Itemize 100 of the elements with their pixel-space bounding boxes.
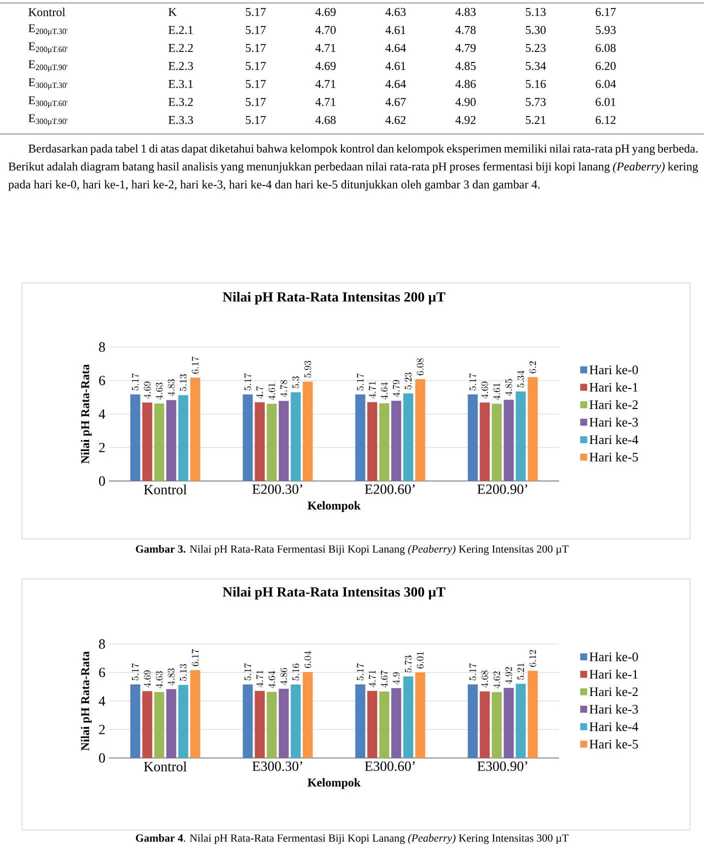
data-label: 4.9 [392,672,400,684]
bar [492,404,502,481]
text: Berdasarkan pada tabel 1 di atas dapat diketahui bahwa kelompok kontrol dan kelompok eksperimen memiliki nilai rata-rata pH yang berbeda. Berikut adalah diagram batang hasil analisis yang menunjukkan perbedaan nilai rata-rata pH proses fermentasi biji kopi lanang (Peaberry) kering pada hari ke-0, hari ke-1, hari ke-2, hari ke-3, hari ke-4 dan hari ke-5 ditunjukkan oleh gambar 3 dan gambar 4. [8,144,698,191]
data-label: 4.67 [380,670,388,688]
chart-title: Nilai pH Rata-Rata Intensitas 200 µT [222,292,446,304]
text: 5.16 [526,80,546,88]
y-tick-label: 6 [99,376,106,386]
data-label: 5.21 [517,663,524,680]
bar [528,377,538,481]
text: 4.90 [455,98,476,106]
text: 5.23 [526,44,546,52]
legend-label: Hari ke-3 [590,704,638,714]
data-label: 4.64 [380,382,388,400]
bar [516,684,526,758]
data-label: 4.61 [268,383,276,400]
bar [190,378,200,481]
text: E$_{300µT.30'}$ [28,78,68,90]
text: 5.13 [526,8,546,16]
x-tick-label: Kontrol [144,762,187,772]
y-tick-label: 6 [99,668,106,678]
data-label: 4.71 [368,670,376,688]
text: 4.61 [385,26,406,34]
text: E$_{200µT.90'}$ [28,60,68,72]
text: E$_{200µT.30'}$ [28,24,68,36]
data-label: 4.69 [144,670,151,688]
text: 6.17 [596,8,616,16]
text: 4.71 [315,44,336,52]
legend-label: Hari ke-1 [590,670,638,679]
text: E$_{200µT.60'}$ [28,42,68,54]
data-label: 4.69 [481,382,488,399]
y-tick-label: 2 [99,442,105,452]
y-tick-label: 4 [98,696,106,706]
bar [468,684,478,758]
legend-label: Hari ke-4 [590,722,638,732]
text: 6.08 [596,44,616,52]
x-axis-title: Kelompok [308,501,361,512]
text: 5.17 [246,44,266,52]
text: 4.86 [455,80,476,88]
data-label: 4.92 [505,667,512,684]
y-tick-label: 4 [98,409,106,419]
text: K [168,8,177,16]
text: E.2.3 [168,62,193,70]
x-tick-label: E300.60’ [364,762,415,771]
legend-label: Hari ke-2 [590,400,638,410]
text: E$_{300µT.60'}$ [28,96,68,108]
data-label: 4.63 [156,671,163,688]
bar [142,691,152,758]
y-tick-label: 2 [99,724,105,734]
data-label: 6.2 [529,361,536,374]
x-tick-label: E200.90’ [477,484,528,494]
data-label: 4.69 [144,382,151,399]
data-label: 5. 17 [132,663,139,680]
bar [379,403,390,481]
text: Kontrol [28,8,66,16]
bar [403,393,414,481]
y-axis-title: Nilai pH Rata-Rata [80,651,92,751]
bar [367,690,378,758]
y-tick-label: 0 [99,753,105,763]
bar [391,688,402,758]
bar [516,392,526,481]
bar [290,392,301,481]
text: 5.30 [526,26,546,34]
bar [403,676,414,758]
y-axis-title: Nilai pH Rata-Rata [80,364,92,464]
bar [379,691,390,758]
bar [415,672,426,758]
data-label: 4.61 [493,383,500,400]
data-label: 5.73 [404,656,412,672]
data-label: 6.08 [416,358,424,376]
data-label: 5. 17 [356,663,364,680]
bar [278,400,289,481]
text: 5.17 [246,116,266,124]
legend-label: Hari ke-5 [590,739,638,749]
bar [492,692,502,758]
data-label: 4.71 [256,670,264,688]
bar [254,402,265,481]
text: 5.73 [526,98,546,106]
bar [190,670,200,758]
text: 5.17 [246,80,266,88]
data-label: 4.78 [280,380,288,398]
text: 6.12 [596,116,616,124]
bar [154,403,164,481]
bar [178,395,188,481]
text: 4.69 [315,62,336,70]
x-tick-label: E200.30’ [252,484,302,494]
data-label: 5. 17 [244,373,252,390]
bar [302,672,313,758]
text: 6.04 [596,80,616,88]
bar [468,394,478,481]
x-tick-label: E300.90’ [477,762,528,771]
text: 4.64 [385,44,406,52]
data-label: 4.62 [493,671,500,688]
text: 5.93 [596,26,616,34]
text: Gambar 4. Nilai pH Rata-Rata Fermentasi Biji Kopi Lanang (Peaberry) Kering Intensitas 300 µT [136,834,568,844]
text: 6.20 [596,62,616,70]
legend-label: Hari ke-3 [590,417,638,427]
x-tick-label: E300.30’ [252,762,302,771]
bar [154,692,164,758]
bar [254,690,265,758]
data-label: 5.34 [517,370,524,388]
